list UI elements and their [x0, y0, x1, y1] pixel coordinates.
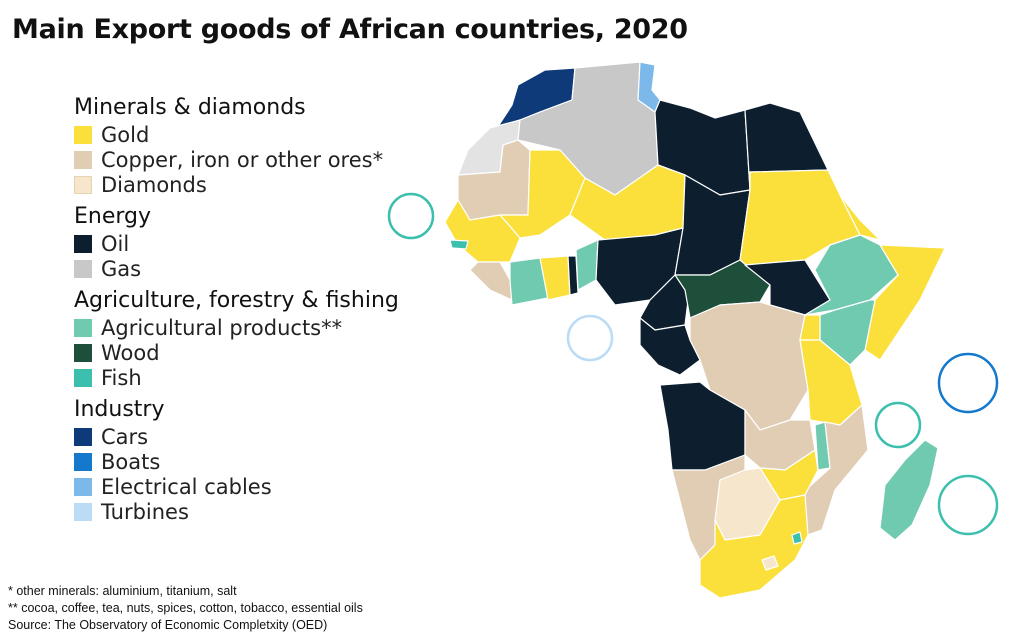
legend-group-minerals: Minerals & diamonds Gold Copper, iron or…: [74, 94, 454, 197]
legend-group-agriculture: Agriculture, forestry & fishing Agricult…: [74, 287, 454, 390]
legend-group-title: Minerals & diamonds: [74, 95, 306, 120]
swatch-wood: [74, 343, 92, 362]
island-marker-mauritius: [937, 474, 999, 536]
legend-group-energy: Energy Oil Gas: [74, 203, 454, 281]
legend-label: Turbines: [101, 499, 189, 524]
footnote-minerals: * other minerals: aluminium, titanium, s…: [8, 584, 237, 598]
legend-label: Electrical cables: [101, 474, 272, 499]
legend-label: Agricultural products**: [101, 315, 343, 340]
source-note: Source: The Observatory of Economic Comp…: [8, 618, 328, 632]
swatch-diamonds: [74, 175, 92, 194]
legend-item-cars: Cars: [74, 424, 454, 449]
country-cote-divoire: [509, 257, 549, 306]
legend-label: Oil: [101, 231, 130, 256]
legend-label: Fish: [101, 365, 142, 390]
footnotes: * other minerals: aluminium, titanium, s…: [8, 583, 363, 634]
legend-group-industry: Industry Cars Boats Electrical cables Tu…: [74, 396, 454, 524]
swatch-agricultural: [74, 318, 92, 337]
legend-group-title: Energy: [74, 204, 152, 229]
country-lesotho: [761, 555, 779, 571]
legend-label: Gas: [101, 256, 142, 281]
footnote-agriculture: ** cocoa, coffee, tea, nuts, spices, cot…: [8, 601, 363, 615]
country-liberia: [469, 261, 513, 301]
country-benin: [575, 239, 599, 291]
country-madagascar: [879, 439, 939, 541]
legend-label: Boats: [101, 449, 161, 474]
page-title: Main Export goods of African countries, …: [12, 14, 688, 45]
island-marker-sao-tome: [566, 314, 614, 362]
country-mali: [499, 149, 586, 239]
legend-label: Wood: [101, 340, 160, 365]
legend-label: Diamonds: [101, 172, 207, 197]
island-marker-cape-verde: [387, 192, 435, 240]
legend-item-turbines: Turbines: [74, 499, 454, 524]
swatch-boats: [74, 452, 92, 471]
swatch-gas: [74, 259, 92, 278]
legend-label: Copper, iron or other ores*: [101, 147, 384, 172]
legend-item-gold: Gold: [74, 122, 454, 147]
country-togo: [567, 255, 579, 296]
swatch-turbines: [74, 502, 92, 521]
island-marker-seychelles: [937, 352, 999, 414]
legend-group-title: Agriculture, forestry & fishing: [74, 288, 399, 313]
legend-item-cables: Electrical cables: [74, 474, 454, 499]
swatch-cables: [74, 477, 92, 496]
country-gambia: [449, 239, 469, 250]
legend-label: Cars: [101, 424, 149, 449]
country-drc: [689, 301, 809, 431]
swatch-ores: [74, 150, 92, 169]
swatch-fish: [74, 368, 92, 387]
legend-item-fish: Fish: [74, 365, 454, 390]
swatch-oil: [74, 234, 92, 253]
country-somalia: [864, 244, 946, 361]
swatch-cars: [74, 427, 92, 446]
legend-item-agricultural: Agricultural products**: [74, 315, 454, 340]
country-eritrea: [839, 194, 881, 241]
swatch-gold: [74, 125, 92, 144]
legend-label: Gold: [101, 122, 150, 147]
legend-item-ores: Copper, iron or other ores*: [74, 147, 454, 172]
legend-group-title: Industry: [74, 397, 165, 422]
legend-item-wood: Wood: [74, 340, 454, 365]
legend-item-gas: Gas: [74, 256, 454, 281]
country-eswatini: [791, 531, 803, 545]
legend-item-diamonds: Diamonds: [74, 172, 454, 197]
legend-item-oil: Oil: [74, 231, 454, 256]
country-south-africa: [699, 494, 809, 599]
legend-item-boats: Boats: [74, 449, 454, 474]
map-legend: Minerals & diamonds Gold Copper, iron or…: [74, 88, 454, 528]
country-mozambique: [799, 404, 869, 536]
island-marker-comoros: [874, 401, 922, 449]
africa-map: [387, 61, 999, 599]
